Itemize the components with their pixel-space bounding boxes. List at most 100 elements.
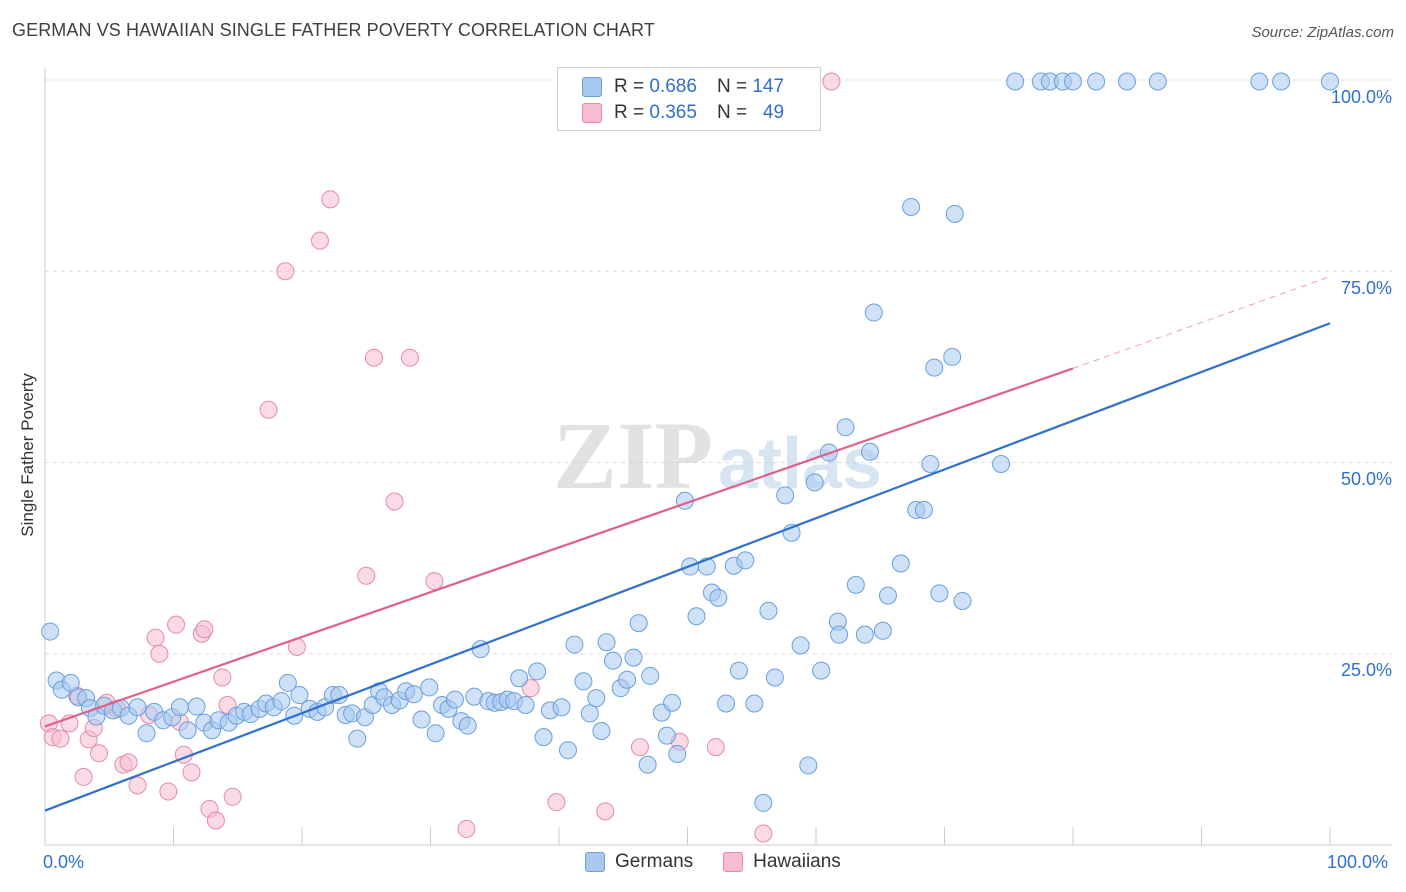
hawaiians-point-47: [754, 824, 773, 843]
hawaiians-point-8: [89, 744, 108, 763]
germans-point-41: [348, 729, 367, 748]
germans-point-106: [799, 756, 818, 775]
germans-point-134: [1064, 72, 1082, 91]
germans-n-label: N =: [716, 76, 748, 97]
legend-box: R = 0.686 N = 147 R = 0.365 N = 49: [557, 67, 821, 131]
y-tick-75: 75.0%: [1340, 278, 1392, 298]
germans-point-103: [776, 486, 795, 505]
germans-point-126: [945, 204, 964, 223]
hawaiians-point-5: [74, 767, 93, 786]
germans-point-95: [717, 694, 736, 713]
germans-point-76: [592, 722, 611, 741]
y-tick-25: 25.0%: [1340, 660, 1392, 680]
germans-point-113: [846, 575, 865, 594]
germans-point-119: [891, 554, 910, 573]
germans-point-140: [1321, 72, 1339, 91]
germans-point-123: [921, 455, 940, 474]
hawaiians-point-39: [457, 819, 476, 838]
germans-point-87: [663, 693, 682, 712]
bottom-legend-hawaiians: Hawaiians: [723, 851, 841, 873]
hawaiians-point-46: [706, 738, 725, 757]
hawaiians-point-35: [364, 348, 383, 367]
hawaiians-n-value: 49: [762, 102, 785, 123]
germans-point-80: [618, 670, 637, 689]
germans-point-72: [565, 635, 584, 654]
hawaiians-legend-swatch: [723, 852, 744, 872]
hawaiians-point-30: [276, 262, 295, 281]
hawaiians-point-42: [596, 802, 615, 821]
bottom-legend: Germans Hawaiians: [585, 851, 871, 873]
chart-title: GERMAN VS HAWAIIAN SINGLE FATHER POVERTY…: [12, 20, 655, 40]
germans-legend-label: Germans: [615, 851, 694, 872]
germans-point-91: [687, 607, 706, 626]
bottom-legend-germans: Germans: [585, 851, 693, 873]
germans-point-139: [1272, 72, 1291, 91]
germans-point-130: [1006, 72, 1025, 91]
germans-point-99: [745, 694, 764, 713]
germans-point-17: [170, 698, 189, 717]
hawaiians-point-21: [182, 763, 201, 782]
hawaiians-point-43: [630, 738, 649, 757]
hawaiians-point-33: [321, 190, 340, 209]
hawaiians-point-32: [310, 231, 329, 250]
germans-point-82: [629, 614, 648, 633]
germans-point-128: [943, 347, 962, 366]
hawaiians-point-41: [547, 793, 566, 812]
hawaiians-point-2: [51, 729, 70, 748]
hawaiians-point-34: [357, 566, 376, 585]
germans-point-102: [765, 668, 784, 687]
germans-point-30: [272, 692, 291, 711]
germans-point-68: [534, 728, 553, 747]
hawaiians-point-12: [119, 753, 138, 772]
germans-point-78: [603, 651, 622, 670]
germans-point-138: [1250, 72, 1269, 91]
germans-point-71: [558, 741, 577, 760]
germans-point-3: [61, 673, 80, 692]
germans-point-122: [914, 500, 933, 519]
y-tick-100: 100.0%: [1330, 87, 1392, 107]
germans-point-125: [930, 584, 949, 603]
germans-trend-line: [44, 322, 1331, 812]
germans-point-86: [657, 726, 676, 745]
hawaiians-trend-line: [44, 367, 1074, 728]
germans-point-97: [729, 661, 748, 680]
germans-point-100: [754, 793, 773, 812]
hawaiians-point-29: [259, 400, 278, 419]
germans-point-57: [458, 716, 477, 735]
germans-point-74: [580, 704, 599, 723]
germans-point-117: [873, 621, 892, 640]
legend-row-hawaiians: R = 0.365 N = 49: [582, 101, 784, 125]
germans-point-12: [128, 698, 147, 717]
germans-point-129: [992, 455, 1011, 474]
germans-n-value: 147: [752, 76, 785, 97]
source-label: Source: ZipAtlas.com: [1251, 24, 1394, 41]
germans-point-65: [510, 669, 529, 688]
hawaiians-r-value: 0.365: [649, 102, 697, 123]
trend-lines: [44, 276, 1331, 812]
germans-point-137: [1148, 72, 1167, 91]
hawaiians-point-13: [128, 776, 147, 795]
hawaiians-point-23: [195, 620, 214, 639]
grid-lines: [45, 79, 1392, 655]
germans-point-98: [736, 551, 755, 570]
germans-point-115: [860, 442, 879, 461]
germans-point-0: [41, 622, 60, 641]
germans-point-94: [709, 588, 728, 607]
germans-point-135: [1087, 72, 1106, 91]
watermark-zip: ZIP: [553, 402, 713, 509]
germans-point-108: [812, 661, 831, 680]
germans-r-value: 0.686: [649, 76, 697, 97]
germans-point-112: [836, 418, 855, 437]
hawaiians-legend-label: Hawaiians: [753, 851, 841, 872]
germans-point-55: [445, 690, 464, 709]
germans-point-13: [137, 724, 156, 743]
germans-point-120: [902, 197, 921, 216]
germans-point-136: [1117, 72, 1136, 91]
hawaiians-point-38: [425, 572, 444, 591]
hawaiians-point-25: [206, 811, 225, 830]
germans-point-118: [878, 586, 897, 605]
germans-r-label: R =: [614, 76, 645, 97]
germans-point-18: [178, 721, 197, 740]
hawaiians-point-37: [400, 348, 419, 367]
germans-point-50: [412, 710, 431, 729]
